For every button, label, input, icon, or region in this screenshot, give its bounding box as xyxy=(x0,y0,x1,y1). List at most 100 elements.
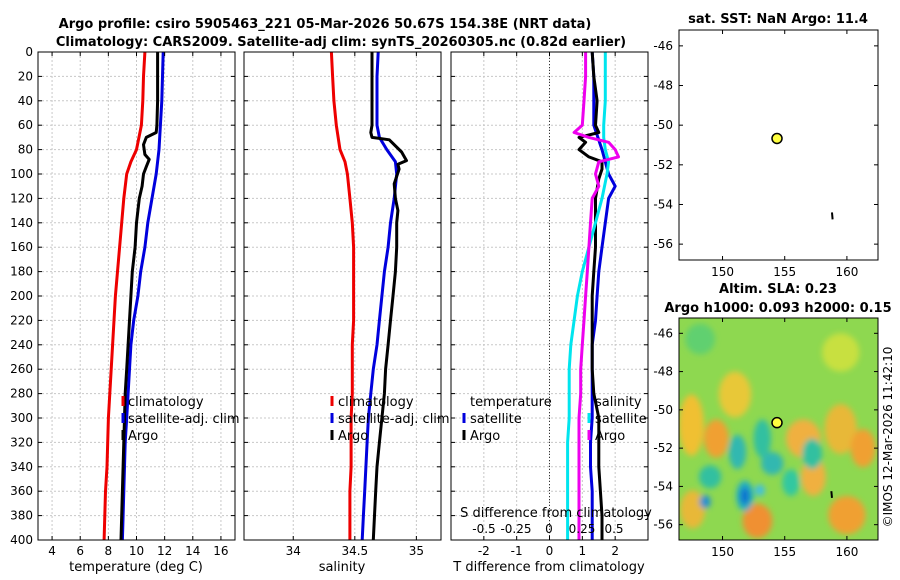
sla-anomaly-blob xyxy=(850,429,876,468)
salinity-legend: climatology satellite-adj. clim Argo xyxy=(330,395,450,444)
difference-axes-box xyxy=(450,51,649,541)
sla-map: Altim. SLA: 0.23 Argo h1000: 0.093 h2000… xyxy=(653,282,891,559)
series-salinity-argo xyxy=(572,52,620,540)
depth-tick-label: 380 xyxy=(10,509,33,523)
legend-temperature-argo: Argo xyxy=(128,429,158,444)
x-tick-label: 16 xyxy=(213,544,228,558)
sla-map-title-line1: Altim. SLA: 0.23 xyxy=(719,282,837,297)
salinity-ticks: 34 34.5 35 xyxy=(244,51,441,558)
legend-temperature-satellite: satellite-adj. clim xyxy=(128,412,240,427)
lon-tick-label: 160 xyxy=(835,545,858,559)
lat-tick-label: -54 xyxy=(653,479,673,493)
temperature-legend: climatology satellite-adj. clim Argo xyxy=(121,395,240,444)
sla-anomaly-blob xyxy=(822,333,860,372)
series-temperature-satellite xyxy=(589,51,617,540)
legend-temperature-satellite: satellite xyxy=(470,412,522,427)
sst-map: sat. SST: NaN Argo: 11.4 -46 -48 -50 -52 -54… xyxy=(653,12,879,279)
x-tick-label: -1 xyxy=(511,544,523,558)
difference-xlabel-t: T difference from climatology xyxy=(452,560,645,575)
depth-tick-label: 240 xyxy=(10,338,33,352)
series-argo xyxy=(369,52,408,541)
depth-tick-label: 120 xyxy=(10,191,33,205)
depth-tick-label: 340 xyxy=(10,460,33,474)
s-tick-label: -0.5 xyxy=(472,522,495,536)
lon-tick-label: 155 xyxy=(773,545,796,559)
sla-anomaly-blob xyxy=(679,394,704,456)
sla-map-field xyxy=(679,323,876,539)
sla-anomaly-blob xyxy=(824,404,857,454)
temperature-xlabel: temperature (deg C) xyxy=(69,560,203,575)
sla-anomaly-blob xyxy=(740,487,750,505)
sla-map-axes-box xyxy=(678,317,879,541)
sla-profile-marker xyxy=(771,416,783,429)
sla-track-segment xyxy=(830,491,833,498)
x-tick-label: 14 xyxy=(185,544,200,558)
sla-anomaly-blob xyxy=(761,451,784,475)
depth-tick-label: 80 xyxy=(18,143,33,157)
legend-salinity-argo: Argo xyxy=(595,429,625,444)
x-tick-label: 8 xyxy=(105,544,113,558)
depth-tick-label: 280 xyxy=(10,387,33,401)
series-salinity-satellite xyxy=(566,52,611,540)
watermark: ©IMOS 12-Mar-2026 11:42:10 xyxy=(881,347,895,528)
legend-temperature-heading: temperature xyxy=(470,395,552,410)
difference-s-ticklabels: -0.5 -0.25 0 0.25 0.5 xyxy=(472,522,623,536)
sla-anomaly-blob xyxy=(680,490,706,529)
sla-anomaly-blob xyxy=(718,371,752,418)
sla-anomaly-blob xyxy=(703,419,729,458)
x-tick-label: 6 xyxy=(76,544,84,558)
depth-tick-label: 200 xyxy=(10,289,33,303)
legend-salinity-climatology: climatology xyxy=(338,395,414,410)
lon-tick-label: 150 xyxy=(711,545,734,559)
legend-temperature-argo: Argo xyxy=(470,429,500,444)
legend-salinity-satellite: satellite-adj. clim xyxy=(338,412,450,427)
lon-tick-label: 150 xyxy=(711,265,734,279)
lat-tick-label: -46 xyxy=(653,326,673,340)
sst-profile-marker xyxy=(771,132,783,145)
lat-tick-label: -46 xyxy=(653,39,673,53)
sla-anomaly-blob xyxy=(828,495,866,535)
sst-track-segment xyxy=(830,212,834,220)
legend-salinity-argo: Argo xyxy=(338,429,368,444)
x-tick-label: 4 xyxy=(48,544,56,558)
series-climatology xyxy=(329,51,356,540)
x-tick-label: 0 xyxy=(546,544,554,558)
x-tick-label: 10 xyxy=(129,544,144,558)
s-tick-label: -0.25 xyxy=(500,522,531,536)
x-tick-label: 1 xyxy=(579,544,587,558)
x-tick-label: 34.5 xyxy=(341,544,368,558)
lon-tick-label: 155 xyxy=(773,265,796,279)
legend-temperature-climatology: climatology xyxy=(128,395,204,410)
figure-title-line1: Argo profile: csiro 5905463_221 05-Mar-2… xyxy=(59,17,592,32)
x-tick-label: -2 xyxy=(478,544,490,558)
lat-tick-label: -52 xyxy=(653,441,673,455)
x-tick-label: 35 xyxy=(409,544,424,558)
temperature-axes-box xyxy=(37,51,236,541)
s-tick-label: 0.25 xyxy=(569,522,596,536)
sla-anomaly-blob xyxy=(800,457,826,496)
sla-anomaly-blob xyxy=(698,465,722,489)
sla-anomaly-blob xyxy=(742,503,773,539)
depth-tick-label: 220 xyxy=(10,313,33,327)
sla-anomaly-blob xyxy=(685,323,716,355)
lon-tick-label: 160 xyxy=(835,265,858,279)
depth-tick-label: 60 xyxy=(18,118,33,132)
x-tick-label: 12 xyxy=(157,544,172,558)
difference-series xyxy=(566,51,620,540)
depth-tick-label: 180 xyxy=(10,265,33,279)
depth-tick-label: 140 xyxy=(10,216,33,230)
temperature-panel: 0 20 40 60 80 100 120 140 160 180 200 220 240 260 280 3… xyxy=(10,45,240,575)
sla-anomaly-blob xyxy=(753,419,772,458)
lat-tick-label: -54 xyxy=(653,197,673,211)
sla-map-title-line2: Argo h1000: 0.093 h2000: 0.15 xyxy=(664,301,891,316)
difference-ticks: -2 -1 0 1 2 xyxy=(451,51,648,558)
sst-map-background xyxy=(679,30,878,260)
depth-tick-label: 320 xyxy=(10,435,33,449)
lat-tick-label: -50 xyxy=(653,403,673,417)
legend-salinity-satellite: satellite xyxy=(595,412,647,427)
sst-map-axes-box xyxy=(678,29,879,261)
s-tick-label: 0 xyxy=(545,522,553,536)
difference-panel: -2 -1 0 1 2 T difference from climatology S … xyxy=(450,51,652,575)
depth-tick-label: 40 xyxy=(18,94,33,108)
